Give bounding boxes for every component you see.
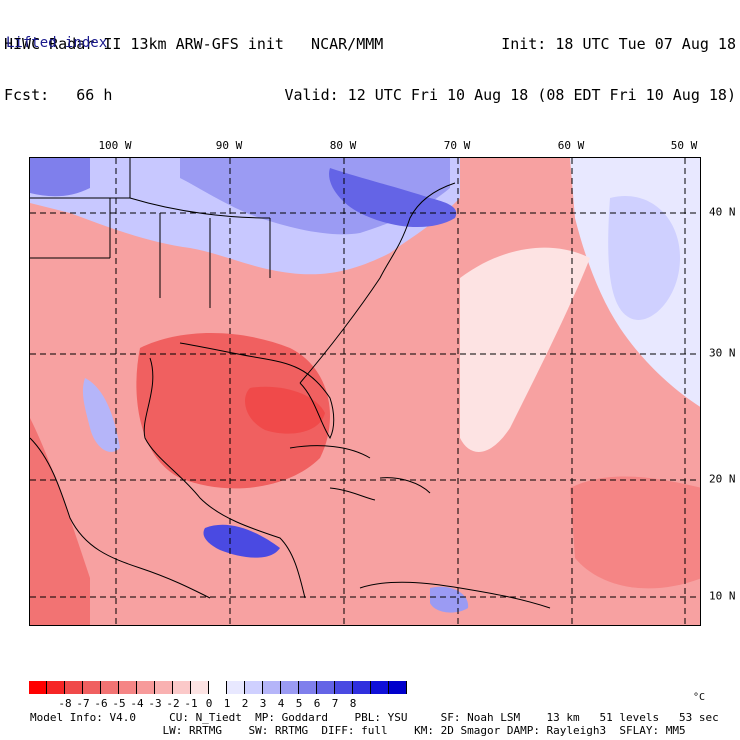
colorbar-tick-label: 0 <box>205 697 213 710</box>
colorbar-swatch <box>101 681 119 694</box>
colorbar-tick-label: 4 <box>277 697 285 710</box>
colorbar-tick-label: -6 <box>94 697 108 710</box>
stable-region-northwest <box>30 158 90 197</box>
colorbar-swatch <box>335 681 353 694</box>
lon-label-70w: 70 W <box>443 139 471 152</box>
colorbar-swatch <box>29 681 47 694</box>
header-left: HIWC Radar II 13km ARW-GFS init NCAR/MMM… <box>4 2 383 121</box>
colorbar-swatch <box>83 681 101 694</box>
colorbar-swatch <box>245 681 263 694</box>
lat-label-30n: 30 N <box>709 346 736 360</box>
lat-label-10n: 10 N <box>709 589 736 603</box>
colorbar-swatch <box>299 681 317 694</box>
lon-label-90w: 90 W <box>215 139 243 152</box>
colorbar-tick-label: 8 <box>349 697 357 710</box>
unstable-gulf-max <box>245 386 325 434</box>
coastline-caribbean-islands <box>289 445 431 501</box>
colorbar-tick-label: -8 <box>58 697 72 710</box>
valid-time: Valid: 12 UTC Fri 10 Aug 18 (08 EDT Fri … <box>284 86 736 104</box>
colorbar-swatch <box>353 681 371 694</box>
colorbar-tick-label: 5 <box>295 697 303 710</box>
lon-label-80w: 80 W <box>329 139 357 152</box>
colorbar-swatch <box>227 681 245 694</box>
field-name: Lifted index <box>6 35 108 51</box>
colorbar-swatch <box>65 681 83 694</box>
header-right: Init: 18 UTC Tue 07 Aug 18 Valid: 12 UTC… <box>284 2 736 121</box>
colorbar-tick-label: -1 <box>184 697 198 710</box>
colorbar-swatch <box>371 681 389 694</box>
latlon-grid <box>30 158 700 625</box>
colorbar-swatch <box>137 681 155 694</box>
model-info-line-2: LW: RRTMG SW: RRTMG DIFF: full KM: 2D Sm… <box>30 724 686 737</box>
stable-region-venezuela <box>430 586 469 613</box>
colorbar-swatch <box>119 681 137 694</box>
stable-region-northeast <box>329 168 457 228</box>
coastline-florida <box>179 342 335 439</box>
colorbar-swatch <box>281 681 299 694</box>
forecast-hour: Fcst: 66 h <box>4 86 113 104</box>
lifted-index-map <box>29 157 701 626</box>
colorbar-tick-label: 2 <box>241 697 249 710</box>
colorbar-tick-label: 1 <box>223 697 231 710</box>
colorbar-tick-label: -7 <box>76 697 90 710</box>
colorbar-tick-label: 3 <box>259 697 267 710</box>
unstable-pacific <box>30 418 90 625</box>
colorbar: -8 -7 -6 -5 -4 -3 -2 -1 0 1 2 3 4 5 6 7 8 <box>29 681 407 711</box>
unstable-gulf-core <box>136 333 330 489</box>
model-title: HIWC Radar II 13km ARW-GFS init NCAR/MMM <box>4 35 384 53</box>
lon-label-50w: 50 W <box>670 139 698 152</box>
stable-swirl <box>608 196 680 320</box>
lon-label-60w: 60 W <box>557 139 585 152</box>
lat-label-20n: 20 N <box>709 472 736 486</box>
state-boundaries <box>30 158 271 308</box>
unstable-atlantic-south <box>570 476 700 589</box>
colorbar-swatch <box>209 681 227 694</box>
lon-label-100w: 100 W <box>98 139 132 152</box>
colorbar-tick-label: -2 <box>166 697 180 710</box>
coastline-south-america <box>359 581 551 609</box>
colorbar-swatch <box>173 681 191 694</box>
colorbar-unit: °C <box>693 692 706 703</box>
init-time: Init: 18 UTC Tue 07 Aug 18 <box>501 35 736 53</box>
colorbar-swatch <box>317 681 335 694</box>
colorbar-tick-label: 7 <box>331 697 339 710</box>
colorbar-swatch <box>191 681 209 694</box>
model-info-line-1: Model Info: V4.0 CU: N_Tiedt MP: Goddard… <box>30 711 719 724</box>
colorbar-swatch <box>47 681 65 694</box>
coastline-gulf-mexico <box>143 357 306 599</box>
colorbar-tick-label: -5 <box>112 697 126 710</box>
stable-region-mexico <box>82 378 120 452</box>
lat-label-40n: 40 N <box>709 205 736 219</box>
colorbar-swatch <box>263 681 281 694</box>
map-canvas <box>30 158 700 625</box>
colorbar-tick-label: -3 <box>148 697 162 710</box>
coastlines <box>30 158 551 609</box>
colorbar-swatch <box>389 681 407 694</box>
stable-region-central-america <box>203 524 280 558</box>
coastline-pacific-mexico <box>30 437 211 599</box>
colorbar-tick-label: 6 <box>313 697 321 710</box>
colorbar-swatch <box>155 681 173 694</box>
colorbar-tick-label: -4 <box>130 697 144 710</box>
weak-stable-band <box>460 247 590 452</box>
coastline-east-us <box>299 182 456 384</box>
